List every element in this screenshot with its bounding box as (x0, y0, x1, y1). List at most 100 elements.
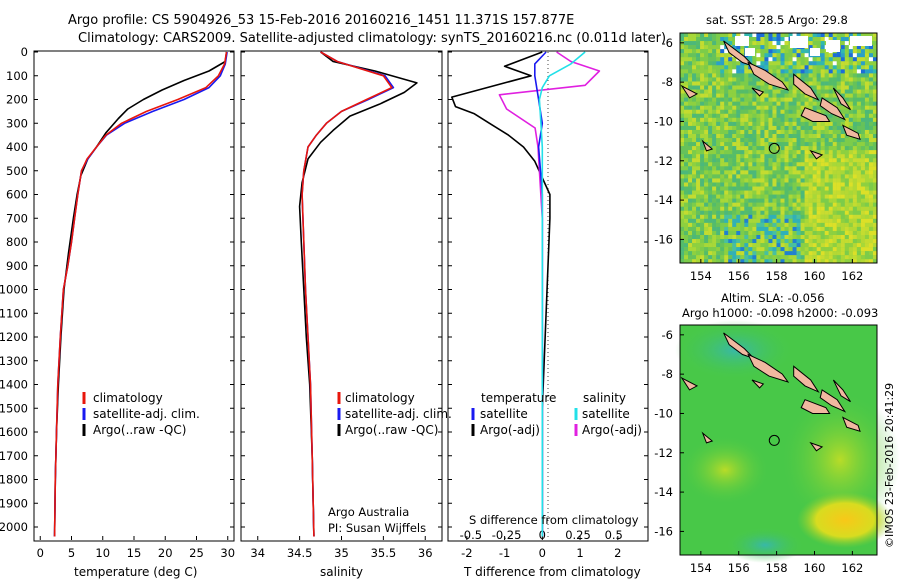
sst-cell (692, 117, 697, 122)
sst-cell (780, 170, 785, 175)
sst-cell (728, 206, 733, 211)
sst-cell (840, 146, 845, 151)
sst-cell (708, 134, 713, 139)
sst-cell (784, 259, 789, 264)
sst-cell (872, 57, 878, 62)
sst-cell (772, 125, 777, 131)
legend-title-salinity: salinity (583, 391, 626, 405)
sst-cell (728, 93, 733, 98)
sst-cell (804, 206, 809, 211)
sst-cell (696, 105, 701, 110)
sst-cell (772, 150, 777, 155)
sst-cell (732, 142, 737, 147)
sst-cell (856, 61, 861, 66)
sst-cell (760, 214, 765, 219)
sst-cell (732, 202, 737, 207)
sst-cell (744, 45, 749, 50)
sst-cell (852, 202, 857, 207)
sst-cell (816, 210, 821, 215)
sst-cell (748, 125, 753, 131)
sst-cell (684, 174, 689, 179)
sst-cell (788, 226, 793, 232)
sla-island (680, 376, 699, 391)
sst-cell (840, 73, 845, 78)
sst-cell (808, 37, 813, 42)
sst-cell (780, 150, 785, 155)
sst-cell (724, 247, 729, 252)
sst-cell (760, 97, 765, 102)
sst-cell (872, 247, 878, 252)
sst-cell (748, 214, 753, 219)
sst-cell (804, 239, 809, 244)
sst-cell (744, 251, 749, 256)
sst-cell (844, 77, 849, 82)
sst-cell (720, 239, 725, 244)
map-x-tick-label: 162 (841, 269, 863, 283)
sst-cell (840, 85, 845, 90)
sst-cell (760, 166, 765, 171)
sst-cell (808, 57, 813, 62)
sst-cell (708, 226, 713, 232)
sst-cell (728, 69, 733, 74)
sst-cell (784, 49, 789, 54)
sst-cell (724, 113, 729, 118)
sst-cell (852, 73, 857, 78)
sst-cell (736, 235, 741, 240)
sst-cell (724, 226, 729, 232)
sst-cell (872, 174, 878, 179)
sst-cell (740, 194, 745, 199)
sst-cell (820, 174, 825, 179)
sst-cell (768, 37, 773, 42)
sst-cell (788, 235, 793, 240)
sst-cell (816, 206, 821, 211)
sst-cell (696, 129, 701, 135)
sst-cell (808, 121, 813, 126)
sst-cell (760, 186, 765, 191)
sst-cell (760, 117, 765, 122)
sst-cell (712, 121, 717, 126)
sst-cell (684, 93, 689, 98)
sst-cell (796, 33, 801, 38)
sst-cell (780, 186, 785, 191)
sst-cell (740, 214, 745, 219)
sst-cell (732, 97, 737, 102)
sst-cell (836, 61, 841, 66)
sst-cell (756, 77, 761, 82)
sst-cell (688, 243, 693, 248)
sst-cell (872, 162, 878, 167)
sst-cell (828, 61, 833, 66)
sst-cell (816, 93, 821, 98)
sst-cell (744, 138, 749, 143)
sst-cell (732, 259, 737, 264)
sst-cell (864, 154, 870, 159)
sst-cell (784, 194, 789, 199)
sst-cell (708, 222, 713, 227)
sst-cell (776, 134, 781, 139)
sst-cell (848, 259, 853, 264)
sst-cell (856, 69, 861, 74)
sst-cell (712, 45, 717, 50)
sst-cell (832, 142, 837, 147)
sst-cell (788, 182, 793, 187)
sst-cell (840, 109, 845, 114)
sst-cell (748, 154, 753, 159)
sst-cell (684, 202, 689, 207)
sst-cell (840, 121, 845, 126)
sst-cell (832, 214, 837, 219)
sst-cell (872, 134, 878, 139)
sst-cell (832, 202, 837, 207)
sst-cell (756, 259, 761, 264)
sst-cell (756, 247, 761, 252)
sst-cell (716, 109, 721, 114)
sst-cell (816, 65, 821, 70)
sst-cell (692, 138, 697, 143)
difference-panel (447, 50, 649, 542)
sst-cell (840, 125, 845, 131)
sst-cell (736, 113, 741, 118)
sst-cell (696, 93, 701, 98)
sst-cell (840, 65, 845, 70)
sst-cell (796, 174, 801, 179)
sst-cell (716, 53, 721, 58)
sst-cell (828, 77, 833, 82)
sst-cell (864, 138, 870, 143)
